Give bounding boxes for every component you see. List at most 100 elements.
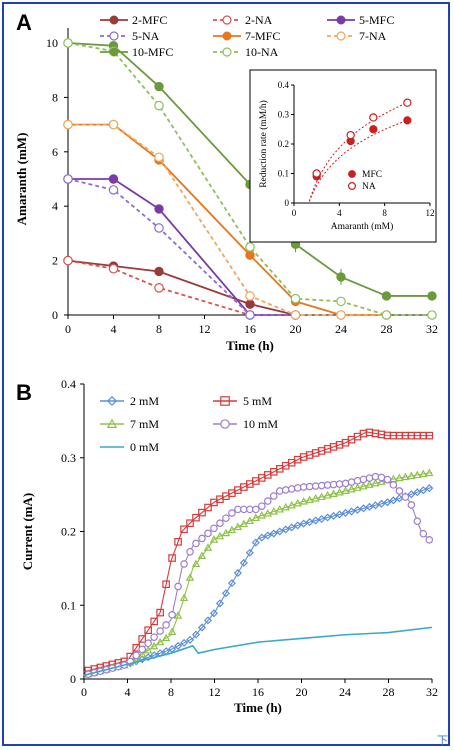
data-point-5 mM — [174, 538, 182, 546]
data-point-7 mM — [293, 498, 302, 507]
data-point-5 mM — [138, 635, 146, 643]
panel-a-x-tick-label: 20 — [290, 322, 302, 336]
data-point-7-NA — [336, 310, 346, 320]
data-point-7 mM — [311, 493, 320, 502]
legend-label-10-NA: 10-NA — [245, 45, 279, 59]
legend-label-5-NA: 5-NA — [132, 29, 160, 43]
panel-b-y-tick-label: 0.1 — [61, 598, 76, 612]
data-point-10 mM — [198, 534, 206, 543]
data-point-7 mM — [269, 506, 278, 515]
inset-point-NA — [346, 130, 355, 140]
panel-b-x-tick-label: 4 — [125, 685, 131, 699]
data-point-2 mM — [185, 635, 195, 644]
inset-x-tick-label: 8 — [382, 208, 387, 218]
data-point-2 mM — [341, 508, 350, 517]
legend-marker-10-NA — [222, 47, 232, 57]
data-point-7-MFC — [245, 250, 255, 260]
data-point-10 mM — [216, 519, 224, 528]
panel-b-y-tick-label: 0 — [70, 672, 76, 686]
data-point-2 mM — [365, 502, 374, 511]
inset-x-tick-label: 12 — [426, 208, 435, 218]
data-point-7 mM — [353, 483, 362, 491]
data-point-7 mM — [275, 504, 284, 513]
data-point-2 mM — [377, 499, 386, 508]
data-point-2 mM — [287, 523, 296, 532]
panel-b-y-axis-title: Current (mA) — [20, 493, 35, 570]
inset-point-MFC — [403, 116, 412, 125]
data-point-10-NA — [63, 38, 73, 48]
data-point-5 mM — [425, 431, 434, 440]
data-point-7 mM — [299, 497, 308, 505]
panel-b-x-axis-title: Time (h) — [234, 700, 282, 715]
data-point-7 mM — [149, 641, 159, 650]
panel-b-x-tick-label: 8 — [168, 685, 174, 699]
data-point-10 mM — [419, 529, 428, 538]
panel-a-x-tick-label: 28 — [381, 322, 393, 336]
data-point-7 mM — [263, 508, 273, 517]
inset-point-NA — [369, 113, 378, 122]
data-point-2 mM — [191, 630, 201, 639]
data-point-10-NA — [381, 310, 392, 320]
panel-a-x-tick-label: 4 — [111, 322, 117, 336]
inset-y-tick-label: 0.1 — [278, 169, 289, 179]
legend-label-7-MFC: 7-MFC — [245, 29, 280, 43]
data-point-7 mM — [359, 481, 368, 490]
data-point-10 mM — [222, 514, 230, 522]
figure-frame — [2, 2, 450, 746]
inset-fit-curve-NA — [308, 101, 410, 202]
panel-a-y-tick-label: 10 — [46, 36, 58, 50]
data-point-10 mM — [162, 621, 170, 629]
data-point-5 mM — [168, 554, 176, 562]
data-point-7 mM — [401, 472, 410, 481]
data-point-10-NA — [290, 293, 301, 304]
data-point-7 mM — [257, 511, 267, 519]
panel-a-x-tick-label: 32 — [426, 322, 438, 336]
data-point-7 mM — [155, 637, 165, 646]
data-point-7 mM — [233, 522, 243, 531]
data-point-10 mM — [174, 582, 182, 591]
data-point-10-MFC — [427, 291, 437, 301]
data-point-2-NA — [63, 255, 73, 266]
panel-b-y-tick-label: 0.2 — [61, 525, 76, 539]
data-point-7 mM — [239, 519, 249, 528]
data-point-10 mM — [383, 475, 392, 484]
panel-b-y-tick-label: 0.4 — [61, 377, 76, 391]
inset-point-MFC — [369, 125, 378, 134]
inset-y-tick-label: 0.2 — [278, 139, 289, 149]
inset-legend-label-NA: NA — [362, 182, 376, 192]
series-line-2-MFC — [67, 259, 296, 316]
data-point-7 mM — [371, 478, 380, 487]
data-point-2 mM — [383, 498, 392, 507]
data-point-7 mM — [185, 573, 195, 581]
data-point-7 mM — [203, 543, 213, 551]
panel-a-y-tick-label: 6 — [52, 145, 58, 159]
data-point-7 mM — [347, 484, 356, 493]
data-point-7-NA — [154, 152, 164, 163]
data-point-10 mM — [168, 611, 176, 619]
data-point-10-NA — [336, 296, 346, 307]
data-point-5 mM — [162, 580, 170, 589]
data-point-10 mM — [186, 547, 194, 556]
inset-y-axis-title: Reduction rate (mM/h) — [258, 100, 269, 188]
legend-marker-2 mM — [106, 395, 118, 407]
data-point-5-NA — [63, 174, 73, 184]
series-line-10-NA — [67, 42, 432, 316]
data-point-2 mM — [257, 533, 266, 542]
legend-marker-7-MFC — [222, 31, 232, 41]
data-point-10 mM — [263, 497, 272, 505]
data-point-7 mM — [365, 480, 374, 488]
data-point-10 mM — [204, 529, 212, 538]
data-point-2-NA — [154, 282, 164, 293]
panel-a-x-tick-label: 8 — [156, 322, 162, 336]
legend-label-7-NA: 7-NA — [359, 29, 387, 43]
data-point-2 mM — [203, 616, 213, 625]
panel-a-x-tick-label: 12 — [199, 322, 211, 336]
data-point-5-NA — [108, 185, 119, 195]
data-point-2 mM — [209, 609, 219, 618]
data-point-2 mM — [269, 529, 278, 538]
inset-legend-label-MFC: MFC — [362, 170, 382, 180]
data-point-7 mM — [287, 500, 296, 509]
data-point-2 mM — [371, 501, 380, 510]
data-point-2 mM — [347, 507, 356, 516]
data-point-2 mM — [251, 538, 260, 547]
